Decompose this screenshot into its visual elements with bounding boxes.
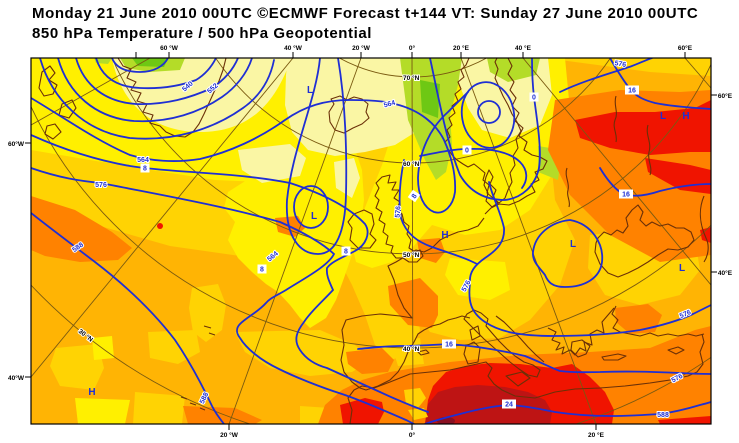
svg-text:70 °N: 70 °N	[403, 74, 420, 82]
svg-text:20 °W: 20 °W	[220, 431, 239, 439]
svg-text:60 °N: 60 °N	[403, 160, 420, 168]
svg-text:0°: 0°	[409, 44, 416, 52]
svg-text:8: 8	[344, 249, 348, 256]
svg-text:L: L	[307, 85, 313, 96]
svg-text:40 °E: 40 °E	[515, 44, 532, 52]
svg-text:40°E: 40°E	[718, 269, 733, 277]
svg-text:L: L	[311, 211, 317, 222]
svg-text:60°E: 60°E	[718, 92, 733, 100]
svg-text:40 °W: 40 °W	[284, 44, 303, 52]
svg-text:0: 0	[532, 95, 536, 102]
svg-text:24: 24	[505, 402, 513, 409]
svg-text:20 °E: 20 °E	[588, 431, 605, 439]
svg-text:576: 576	[395, 206, 403, 218]
svg-text:16: 16	[628, 88, 636, 95]
svg-text:0°: 0°	[409, 431, 416, 439]
svg-text:8: 8	[143, 166, 147, 173]
svg-text:H: H	[441, 230, 448, 241]
svg-text:H: H	[682, 111, 689, 122]
svg-text:L: L	[570, 239, 576, 250]
svg-text:564: 564	[383, 100, 396, 110]
svg-text:20 °E: 20 °E	[453, 44, 470, 52]
svg-text:20 °W: 20 °W	[352, 44, 371, 52]
svg-text:8: 8	[411, 193, 419, 200]
svg-text:H: H	[88, 387, 95, 398]
svg-text:16: 16	[445, 342, 453, 349]
svg-text:576: 576	[614, 60, 627, 69]
svg-text:L: L	[679, 263, 685, 274]
svg-text:588: 588	[657, 412, 669, 419]
svg-text:40°W: 40°W	[8, 374, 25, 382]
svg-text:60 °W: 60 °W	[160, 44, 179, 52]
svg-text:60°W: 60°W	[8, 140, 25, 148]
svg-text:40 °N: 40 °N	[403, 345, 420, 353]
svg-text:576: 576	[95, 182, 107, 189]
svg-text:8: 8	[260, 267, 264, 274]
svg-text:50 °N: 50 °N	[403, 251, 420, 259]
svg-text:564: 564	[137, 157, 149, 164]
svg-text:0: 0	[465, 148, 469, 155]
svg-text:60°E: 60°E	[678, 44, 693, 52]
svg-text:16: 16	[622, 192, 630, 199]
svg-text:L: L	[660, 111, 666, 122]
